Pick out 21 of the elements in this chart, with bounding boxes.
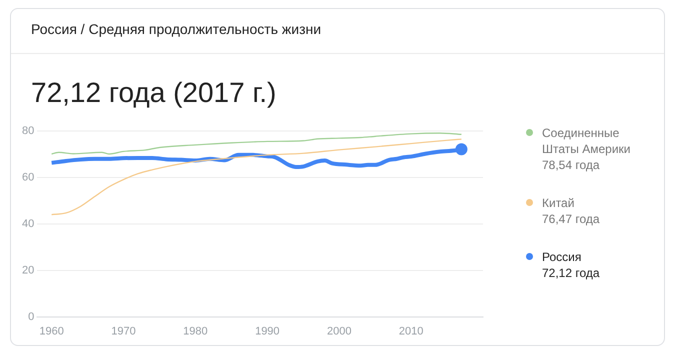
legend-label: Соединенные Штаты Америки: [542, 125, 632, 157]
y-tick-label: 60: [22, 171, 34, 184]
y-tick-label: 20: [22, 264, 34, 276]
x-tick-label: 1970: [111, 325, 136, 338]
legend-label: Россия: [542, 249, 582, 265]
x-tick-label: 1990: [255, 325, 280, 338]
text: 76,47 года: [542, 211, 601, 227]
text: 72,12 года: [542, 265, 601, 281]
line-series: [51, 138, 462, 216]
text: 78,54 года: [542, 157, 601, 173]
x-tick-label: 1960: [39, 325, 64, 338]
chart-subtitle: Россия / Средняя продолжительность жизни: [31, 21, 322, 37]
chart-title: 72,12 года (2017 г.): [31, 77, 276, 109]
y-tick-label: 0: [28, 310, 34, 323]
x-tick-label: 1980: [183, 325, 208, 338]
x-tick-label: 2010: [398, 325, 424, 338]
line-series: [51, 132, 462, 155]
x-tick-label: 2000: [326, 325, 352, 338]
y-tick-label: 40: [22, 218, 34, 230]
legend-label: Китай: [542, 195, 576, 211]
y-tick-label: 80: [22, 125, 34, 138]
